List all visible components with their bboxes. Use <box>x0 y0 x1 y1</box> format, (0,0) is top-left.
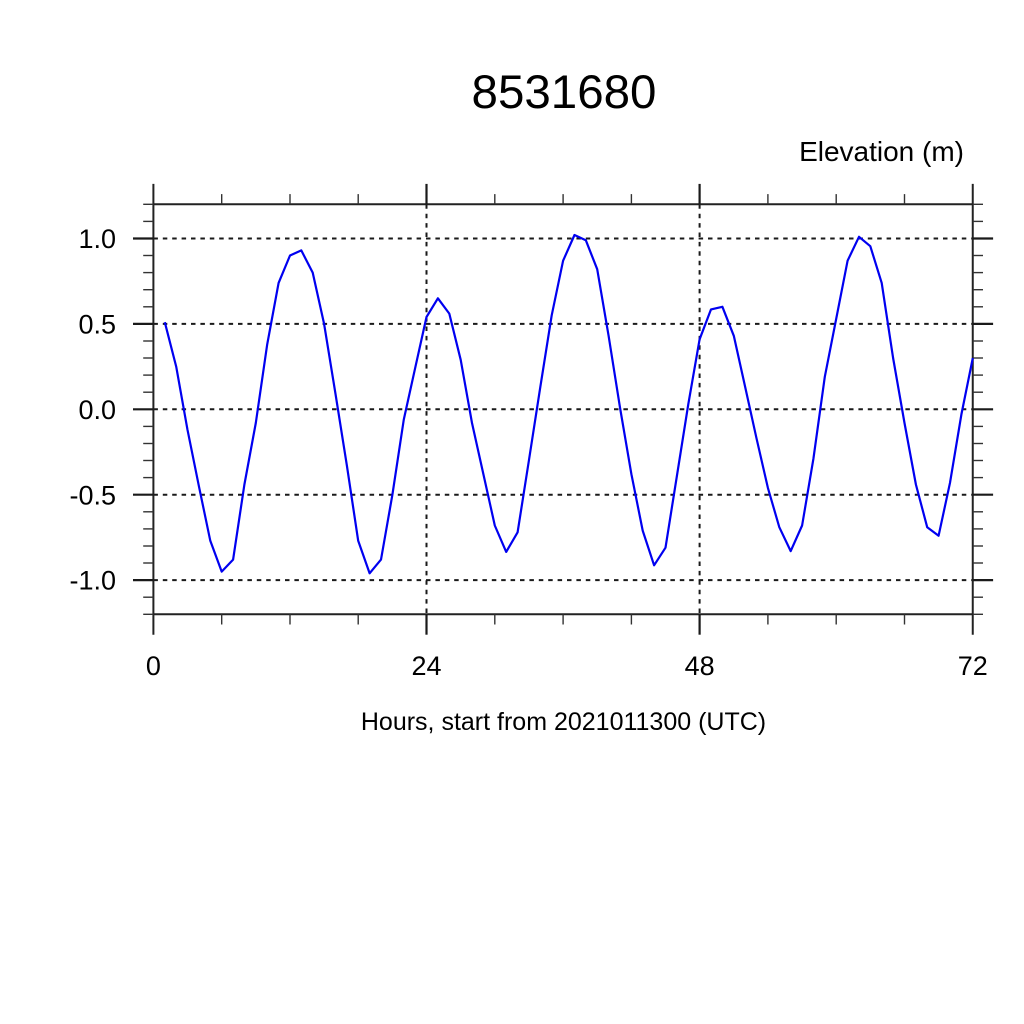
svg-text:48: 48 <box>685 651 715 681</box>
svg-text:72: 72 <box>958 651 988 681</box>
svg-text:0.0: 0.0 <box>78 395 116 425</box>
svg-text:0.5: 0.5 <box>78 310 116 340</box>
svg-text:24: 24 <box>411 651 441 681</box>
svg-text:0: 0 <box>146 651 161 681</box>
svg-text:-0.5: -0.5 <box>69 480 116 510</box>
svg-text:Elevation (m): Elevation (m) <box>799 136 964 167</box>
svg-text:8531680: 8531680 <box>472 66 657 119</box>
svg-text:Hours, start from 2021011300 (: Hours, start from 2021011300 (UTC) <box>361 708 766 736</box>
svg-text:-1.0: -1.0 <box>69 566 116 596</box>
svg-text:1.0: 1.0 <box>78 224 116 254</box>
